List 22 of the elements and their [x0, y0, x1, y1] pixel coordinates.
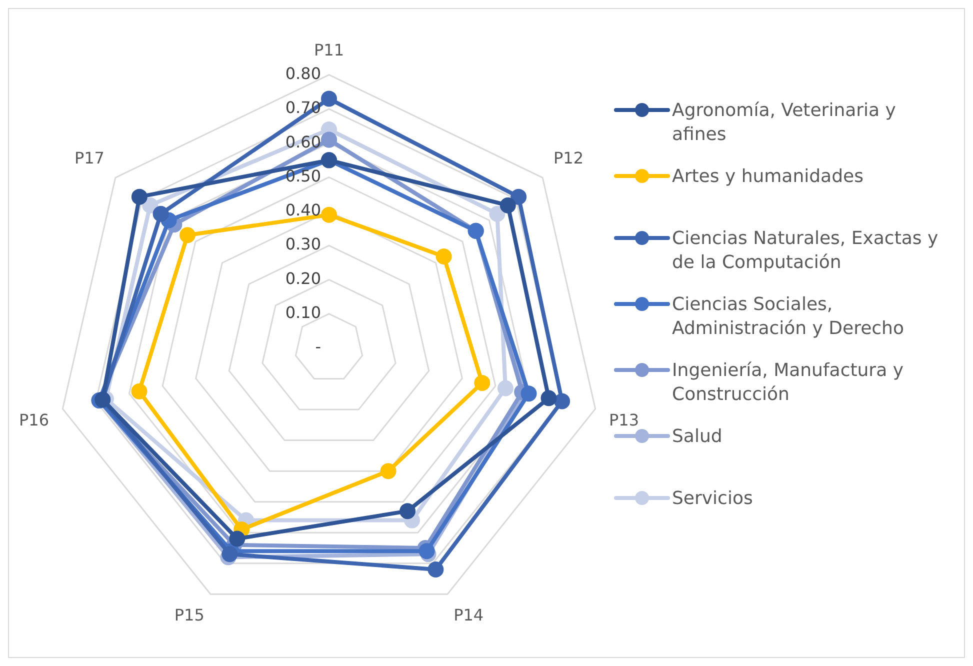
- legend-label: Ingeniería, Manufactura y Construcción: [672, 359, 904, 407]
- y-tick-label: 0.20: [285, 268, 321, 288]
- legend-label: Servicios: [672, 487, 753, 511]
- y-tick-label: 0.60: [285, 132, 321, 152]
- legend-label: Artes y humanidades: [672, 165, 864, 189]
- spoke-label: P11: [314, 40, 344, 60]
- legend-label: Salud: [672, 425, 722, 449]
- y-tick-label: 0.50: [285, 166, 321, 186]
- spoke-label: P14: [454, 606, 484, 625]
- y-tick-label: 0.80: [285, 64, 321, 83]
- legend-label: Ciencias Sociales, Administración y Derecho: [672, 293, 905, 341]
- spoke-label: P17: [74, 148, 104, 168]
- spoke-label: P16: [18, 410, 50, 430]
- y-tick-label: 0.30: [285, 234, 321, 254]
- y-tick-label: -: [315, 337, 321, 356]
- legend-label: Ciencias Naturales, Exactas y de la Computación: [672, 227, 940, 275]
- spoke-label: P12: [554, 148, 584, 168]
- spoke-label: P13: [608, 410, 640, 430]
- y-tick-label: 0.40: [285, 200, 321, 220]
- legend-label: Agronomía, Veterinaria y afines: [672, 99, 897, 147]
- y-tick-label: 0.10: [285, 303, 321, 322]
- spoke-label: P15: [174, 606, 204, 625]
